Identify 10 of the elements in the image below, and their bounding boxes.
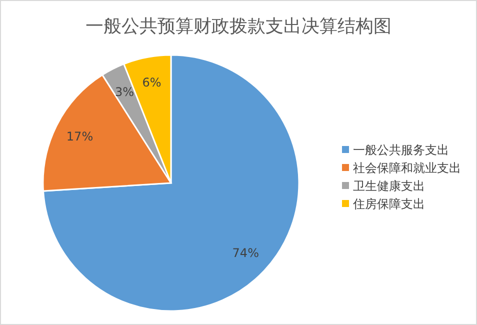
data-label: 74% [232,246,259,260]
pie-slice [42,54,300,312]
legend-label: 卫生健康支出 [353,179,425,193]
data-label: 3% [114,84,134,99]
chart-title: 一般公共预算财政拨款支出决算结构图 [86,16,392,37]
data-label: 6% [142,75,162,90]
data-label: 17% [66,130,94,144]
legend-label: 住房保障支出 [352,197,425,211]
legend-label: 一般公共服务支出 [353,143,449,157]
legend-label: 社会保障和就业支出 [353,161,461,175]
